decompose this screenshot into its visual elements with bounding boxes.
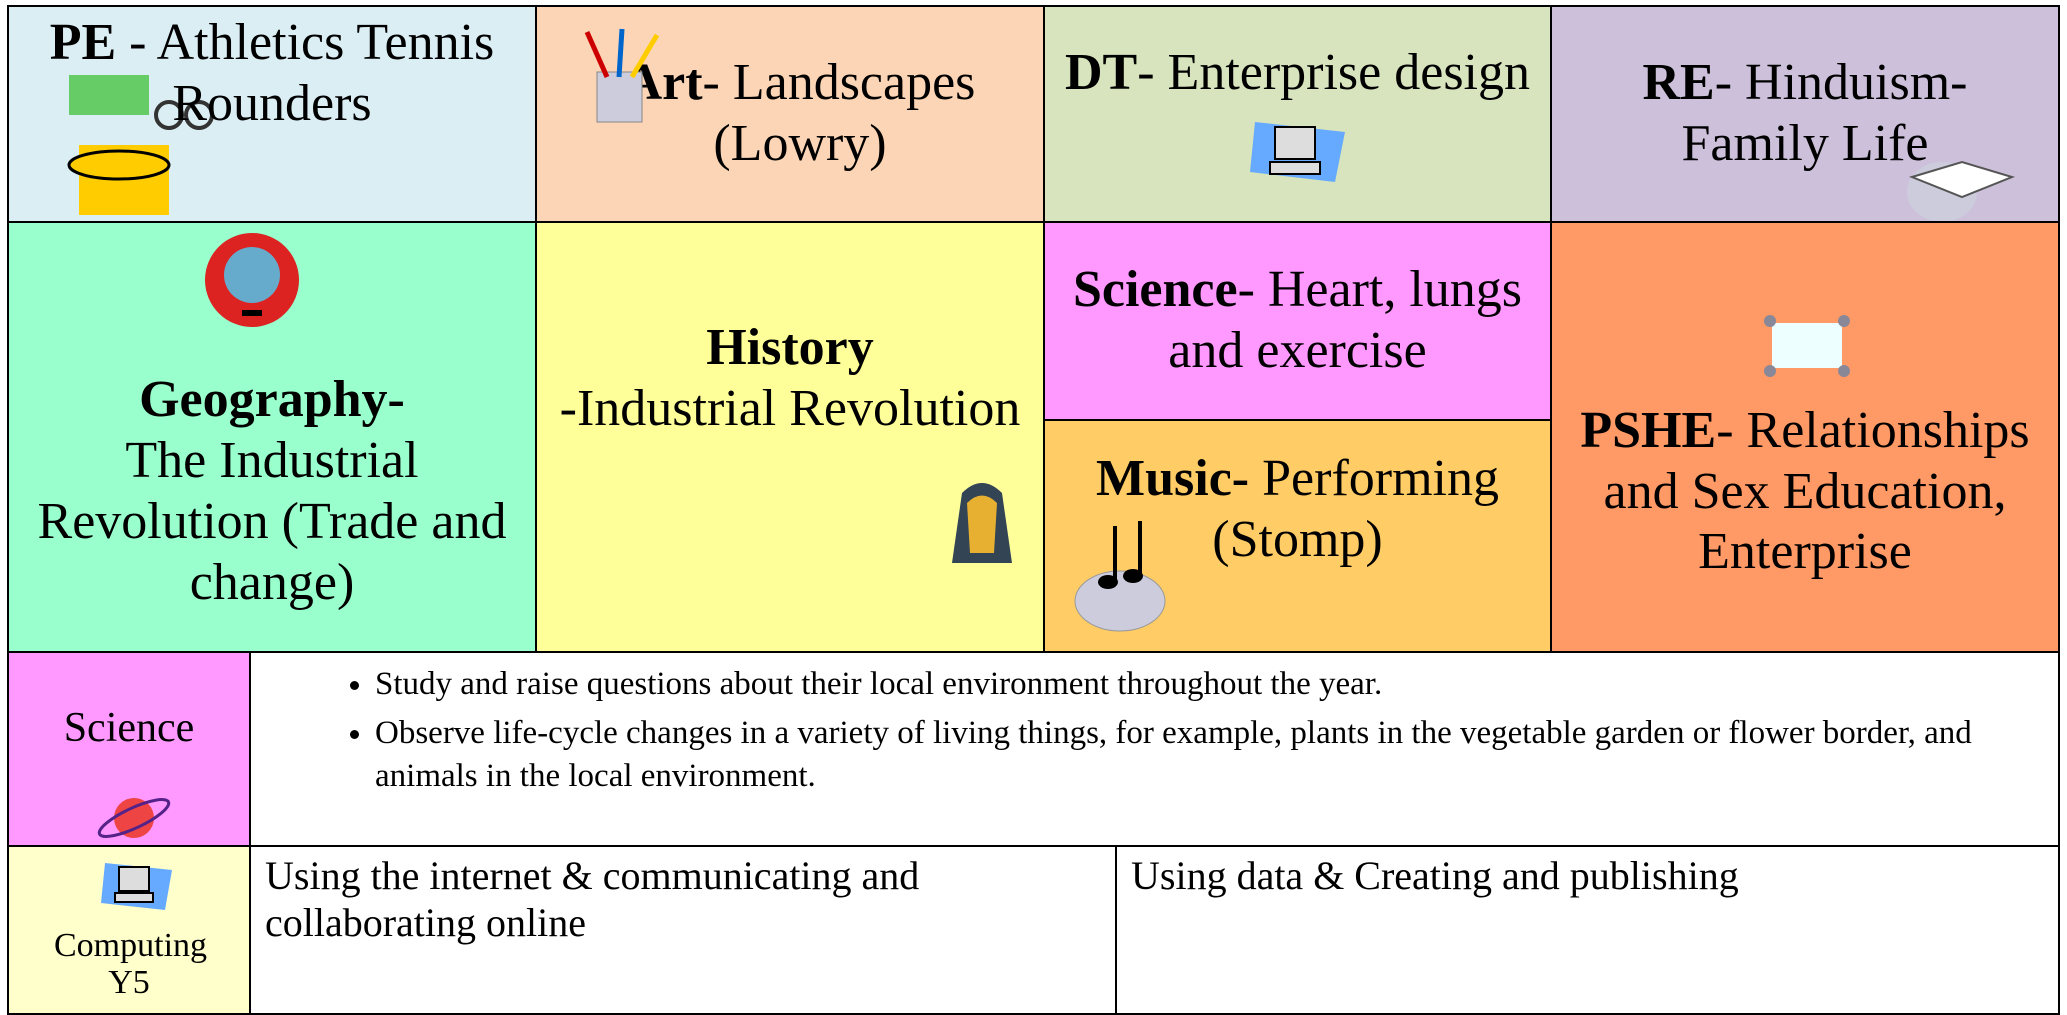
computer-icon [101, 863, 172, 910]
history-cell: History -Industrial Revolution [535, 221, 1045, 653]
subject: Geography- [139, 371, 405, 429]
music-cell: Music- Performing (Stomp) [1043, 419, 1552, 653]
dt-cell: DT- Enterprise design [1043, 5, 1552, 223]
row-label: Computing Y5 [54, 927, 208, 1002]
gym-icon [67, 75, 214, 215]
book-icon [1907, 160, 2016, 221]
computing-cell: Using the internet & communicating and c… [249, 845, 1117, 1015]
pe-cell: PE - Athletics Tennis Rounders [7, 5, 537, 223]
science-label-cell: Science [7, 651, 251, 847]
computing-cell: Using data & Creating and publishing [1115, 845, 2060, 1015]
subject: Science [1072, 261, 1238, 319]
subject: DT [1064, 44, 1138, 101]
computing-unit: Using the internet & communicating and c… [265, 853, 920, 945]
pharaoh-icon [952, 483, 1012, 563]
globe-icon [205, 233, 299, 327]
bullet-list: Study and raise questions about their lo… [265, 663, 2044, 804]
subject: PSHE [1580, 401, 1717, 459]
art-cell: Art- Landscapes (Lowry) [535, 5, 1045, 223]
bullet: Observe life-cycle changes in a variety … [375, 712, 2004, 798]
science-bullets-cell: Study and raise questions about their lo… [249, 651, 2060, 847]
topic: - Enterprise design [1137, 44, 1531, 101]
subject: PE [49, 14, 117, 71]
subject: History [706, 319, 874, 376]
topic: Performing (Stomp) [1212, 450, 1499, 568]
pencils-icon [584, 28, 660, 123]
topic: - Athletics Tennis Rounders [129, 14, 495, 132]
topic: - Hinduism- Family Life [1681, 54, 1968, 172]
computing-label-cell: Computing Y5 [7, 845, 251, 1015]
banner-icon [1764, 315, 1850, 377]
science-topic-cell: Science- Heart, lungs and exercise [1043, 221, 1552, 421]
row-label: Science [63, 705, 195, 752]
music-icon [1074, 521, 1166, 632]
re-cell: RE- Hinduism- Family Life [1550, 5, 2060, 223]
pshe-cell: PSHE- Relationships and Sex Education, E… [1550, 221, 2060, 653]
planet-icon [97, 798, 171, 838]
computing-unit: Using data & Creating and publishing [1131, 853, 1739, 898]
subject: RE [1642, 54, 1715, 112]
topic: - Heart, lungs and exercise [1168, 261, 1523, 379]
bullet: Study and raise questions about their lo… [375, 663, 2004, 706]
topic: The Industrial Revolution (Trade and cha… [37, 432, 507, 611]
geography-cell: Geography- The Industrial Revolution (Tra… [7, 221, 537, 653]
computer-icon [1250, 122, 1345, 182]
subject: Music- [1096, 450, 1250, 507]
topic: - Landscapes (Lowry) [702, 54, 976, 172]
topic: - Relationships and Sex Education, Enter… [1603, 401, 2030, 581]
topic: -Industrial Revolution [559, 379, 1021, 437]
